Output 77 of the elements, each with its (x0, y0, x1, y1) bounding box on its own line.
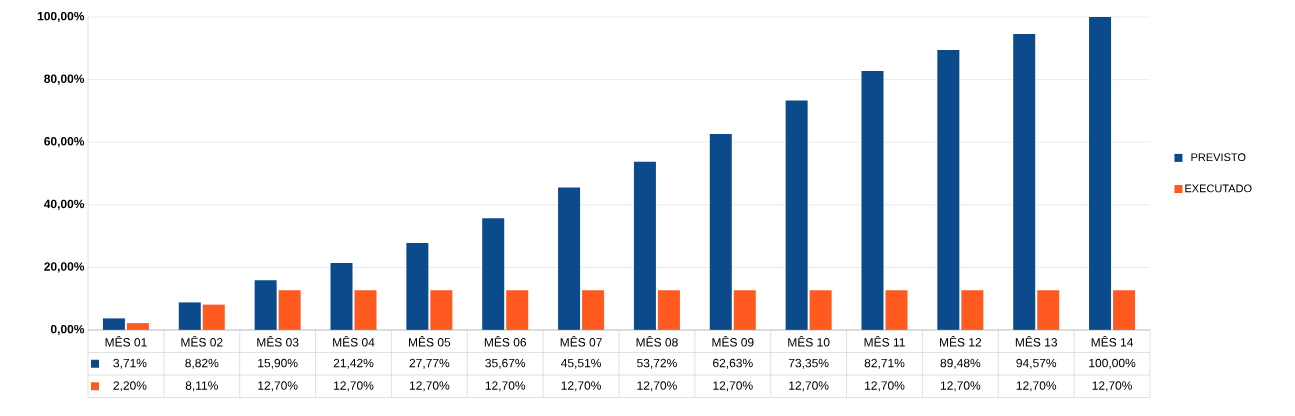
bar (278, 290, 301, 330)
bar (178, 302, 201, 330)
bar (937, 49, 960, 330)
x-tick-label: MÊS 04 (333, 335, 375, 347)
bar (785, 100, 808, 330)
data-label: 15,90% (258, 358, 298, 369)
x-tick-label: MÊS 01 (105, 335, 147, 347)
data-label: 3,71% (113, 358, 147, 369)
data-label: 12,70% (789, 381, 829, 392)
bar (482, 218, 505, 330)
x-tick-label: MÊS 07 (560, 335, 602, 347)
data-label: 73,35% (788, 358, 829, 369)
y-tick-label: 0,00% (50, 324, 85, 336)
data-label: 94,57% (1016, 358, 1057, 369)
data-label: 12,70% (334, 381, 374, 392)
bar (582, 290, 605, 330)
data-label: 2,20% (113, 381, 147, 392)
x-tick-label: MÊS 11 (864, 335, 905, 347)
bar (657, 290, 680, 330)
legend-label: EXECUTADO (1185, 184, 1252, 193)
y-tick-label: 20,00% (44, 262, 85, 273)
data-label: 12,70% (1016, 381, 1057, 392)
y-tick-label: 60,00% (44, 137, 85, 148)
bar (558, 187, 581, 330)
bar (961, 290, 984, 330)
bar (506, 290, 529, 330)
x-tick-label: MÊS 05 (409, 335, 451, 347)
data-label: 89,48% (940, 358, 981, 369)
data-label: 12,70% (940, 381, 981, 392)
data-label: 62,63% (713, 358, 753, 369)
bar (733, 290, 756, 330)
legend-label: PREVISTO (1191, 153, 1246, 162)
x-tick-label: MÊS 14 (1091, 335, 1134, 347)
bar (809, 290, 832, 330)
bar (202, 304, 225, 330)
y-tick-label: 40,00% (43, 199, 85, 210)
bar (1037, 290, 1060, 330)
bar (254, 280, 277, 330)
x-tick-label: MÊS 12 (940, 335, 982, 347)
data-label: 27,77% (409, 358, 450, 369)
bar (1113, 290, 1136, 330)
bar (354, 290, 377, 330)
data-label: 12,70% (409, 381, 450, 392)
bar (885, 290, 908, 330)
bar (102, 318, 125, 330)
data-label: 12,70% (637, 381, 677, 392)
x-tick-label: MÊS 08 (636, 335, 678, 347)
data-label: 12,70% (865, 381, 905, 392)
bar (430, 290, 453, 330)
data-label: 100,00% (1089, 358, 1136, 369)
bar (1013, 34, 1036, 330)
bar (709, 133, 732, 330)
y-tick-label: 100,00% (37, 11, 85, 23)
data-label: 21,42% (333, 358, 374, 369)
data-label: 35,67% (485, 358, 526, 369)
bar (633, 161, 656, 330)
bar (861, 71, 884, 330)
data-label: 12,70% (1092, 381, 1132, 392)
x-tick-label: MÊS 10 (788, 335, 830, 347)
x-tick-label: MÊS 02 (181, 335, 223, 347)
y-tick-label: 80,00% (44, 74, 85, 85)
bar (406, 243, 429, 330)
data-label: 12,70% (258, 381, 298, 392)
data-label: 12,70% (485, 381, 526, 392)
bar (1089, 17, 1112, 330)
data-label: 8,11% (185, 381, 218, 392)
x-tick-label: MÊS 06 (484, 335, 527, 347)
data-label: 82,71% (864, 358, 905, 369)
x-tick-label: MÊS 13 (1015, 335, 1058, 347)
data-label: 12,70% (561, 381, 601, 392)
data-label: 8,82% (185, 358, 219, 369)
x-tick-label: MÊS 03 (257, 335, 299, 347)
data-label: 53,72% (637, 358, 677, 369)
x-tick-label: MÊS 09 (712, 335, 754, 347)
bar (330, 262, 353, 330)
data-label: 45,51% (561, 358, 601, 369)
data-label: 12,70% (713, 381, 753, 392)
